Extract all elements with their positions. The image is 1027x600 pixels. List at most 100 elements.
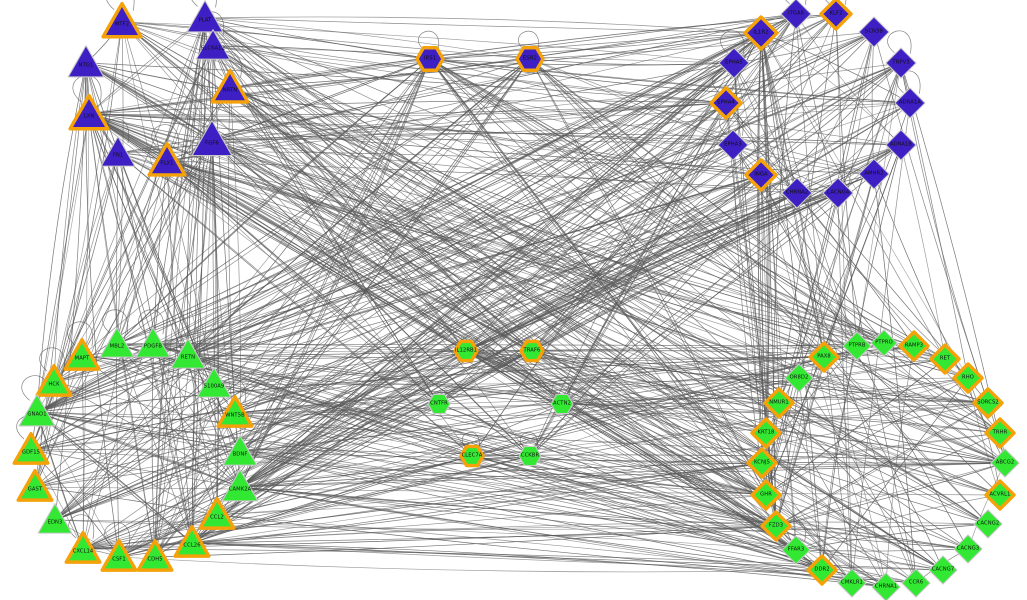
- graph-edge: [30, 449, 241, 488]
- graph-edge: [54, 58, 531, 521]
- graph-edge: [760, 62, 902, 176]
- graph-node-cntfr[interactable]: CNTFR: [425, 390, 453, 418]
- graph-edge: [154, 525, 777, 558]
- node-shape-triangle: [136, 538, 174, 572]
- graph-edge: [795, 548, 969, 552]
- graph-node-slc6a12[interactable]: SLC6A12: [194, 27, 232, 65]
- graph-node-cmklr1[interactable]: CMKLR1: [835, 566, 869, 600]
- graph-node-traf6[interactable]: TRAF6: [518, 337, 546, 365]
- node-shape-hexagon: [459, 444, 485, 468]
- graph-edge: [429, 58, 1006, 464]
- graph-edge: [465, 350, 767, 496]
- graph-edge: [795, 13, 902, 146]
- graph-node-gdf15[interactable]: GDF15: [12, 431, 50, 469]
- graph-node-cckbr[interactable]: CCKBR: [516, 442, 544, 470]
- graph-edge: [775, 462, 1006, 527]
- graph-edge: [67, 321, 94, 347]
- graph-edge: [154, 383, 215, 558]
- graph-node-mbl2[interactable]: MBL2: [98, 325, 136, 363]
- graph-edge: [117, 152, 241, 488]
- graph-node-ghr[interactable]: GHR: [749, 478, 783, 512]
- graph-node-gnao1[interactable]: GNAO1: [17, 392, 57, 432]
- graph-edge: [835, 13, 858, 347]
- node-shape-diamond: [984, 479, 1016, 511]
- graph-edge: [760, 32, 798, 194]
- graph-node-ccl26[interactable]: CCL26: [173, 524, 211, 562]
- graph-node-fn1[interactable]: FN1: [99, 134, 137, 172]
- graph-edge: [856, 62, 902, 347]
- graph-node-ramp3[interactable]: RAMP3: [897, 329, 931, 363]
- graph-edge: [465, 192, 839, 352]
- graph-node-abcg2[interactable]: ABCG2: [988, 446, 1022, 480]
- graph-node-sorcs2[interactable]: SORCS2: [971, 386, 1005, 420]
- graph-edge: [204, 17, 219, 516]
- graph-node-nrtn[interactable]: NRTN: [210, 68, 250, 108]
- graph-node-amhr2[interactable]: AMHR2: [856, 156, 892, 192]
- graph-node-itga8[interactable]: ITGA8: [778, 0, 814, 32]
- graph-edge: [211, 102, 911, 141]
- graph-node-bdnf[interactable]: BDNF: [221, 433, 259, 471]
- graph-node-ntg1[interactable]: NTG1: [66, 43, 106, 83]
- graph-node-adra1a[interactable]: ADRA1A: [892, 85, 928, 121]
- node-shape-diamond: [781, 535, 811, 565]
- graph-edge: [191, 455, 473, 544]
- graph-node-irs1[interactable]: IRS1: [414, 43, 446, 75]
- graph-edge: [900, 144, 946, 360]
- graph-edge: [429, 58, 800, 379]
- graph-node-actn2[interactable]: ACTN2: [548, 390, 576, 418]
- node-shape-hexagon: [550, 393, 574, 415]
- graph-node-krt18[interactable]: KRT18: [749, 416, 783, 450]
- graph-node-fgf6[interactable]: FGF6: [190, 118, 234, 162]
- graph-edge: [116, 144, 734, 345]
- graph-node-ptpro[interactable]: PTPRO: [868, 327, 900, 359]
- graph-edge: [36, 411, 1006, 464]
- graph-edge: [465, 350, 823, 571]
- graph-edge: [81, 355, 236, 414]
- graph-node-klf2[interactable]: KLF2: [818, 0, 854, 32]
- graph-edge: [82, 494, 767, 550]
- graph-edge: [211, 139, 531, 457]
- graph-node-ddr2[interactable]: DDR2: [805, 553, 839, 587]
- graph-node-cxcl14[interactable]: CXCL14: [64, 530, 102, 568]
- graph-node-trhr[interactable]: TRHR: [983, 416, 1017, 450]
- graph-node-trpv3[interactable]: TRPV3: [883, 45, 919, 81]
- graph-edge: [152, 343, 531, 457]
- graph-node-mtf2[interactable]: MTF2: [101, 1, 143, 43]
- graph-edge: [212, 45, 767, 496]
- graph-node-chrna1[interactable]: CHRNA1: [869, 570, 903, 600]
- graph-edge: [53, 62, 87, 383]
- graph-edge: [204, 17, 762, 34]
- graph-node-flx1[interactable]: FLX1: [147, 141, 187, 181]
- graph-node-epha4[interactable]: EPHA4: [708, 85, 744, 121]
- graph-edge: [85, 62, 241, 453]
- node-shape-diamond: [743, 15, 779, 51]
- graph-node-epha5[interactable]: EPHA5: [716, 45, 752, 81]
- graph-node-esr2[interactable]: ESR2: [514, 43, 546, 75]
- graph-edge: [81, 355, 241, 488]
- graph-node-cdh5[interactable]: CDH5: [136, 538, 174, 576]
- node-shape-triangle: [68, 93, 110, 131]
- graph-node-ccr6[interactable]: CCR6: [899, 566, 933, 600]
- graph-node-clec7a[interactable]: CLEC7A: [458, 442, 486, 470]
- graph-node-il12rb1[interactable]: IL12RB1: [452, 337, 480, 365]
- graph-edge: [187, 354, 473, 457]
- graph-node-csf1[interactable]: CSF1: [100, 538, 138, 576]
- node-shape-diamond: [808, 341, 840, 373]
- graph-edge: [82, 462, 763, 550]
- graph-edge: [529, 58, 767, 496]
- graph-edge: [54, 58, 431, 521]
- graph-edge: [798, 377, 917, 584]
- graph-node-nmur1[interactable]: NMUR1: [762, 386, 796, 420]
- graph-node-kcnj5[interactable]: KCNJ5: [745, 446, 779, 480]
- graph-node-cacng4[interactable]: CACNG4: [820, 175, 856, 211]
- graph-node-pdgfb[interactable]: PDGFB: [134, 325, 172, 363]
- graph-node-wnt5b[interactable]: WNT5B: [216, 394, 254, 432]
- graph-node-inga[interactable]: INGA: [743, 157, 779, 193]
- graph-edge: [121, 21, 215, 385]
- graph-node-lxn[interactable]: LXN: [68, 93, 110, 135]
- graph-edge: [82, 542, 193, 550]
- graph-node-chrna2[interactable]: CHRNA2: [779, 175, 815, 211]
- graph-edge: [531, 350, 969, 550]
- graph-edge: [54, 192, 798, 521]
